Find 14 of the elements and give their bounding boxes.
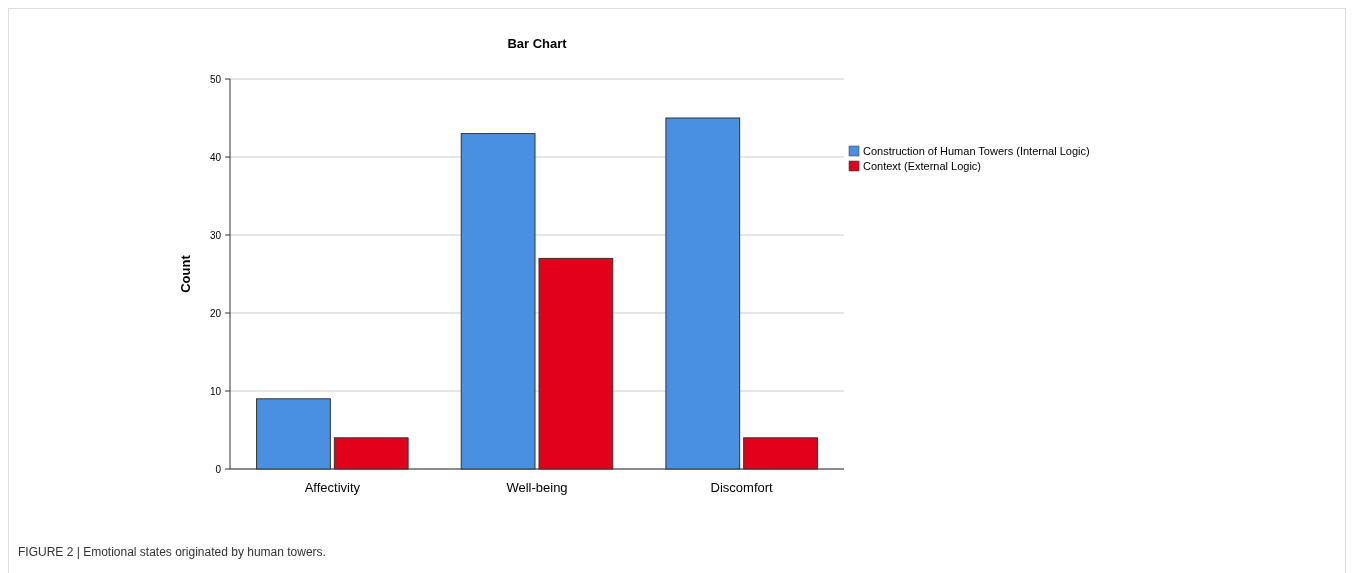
legend-label: Context (External Logic) (863, 159, 981, 172)
y-tick-label: 20 (209, 307, 222, 319)
y-tick-label: 50 (209, 73, 222, 85)
y-tick-label: 30 (209, 229, 222, 241)
legend-label: Construction of Human Towers (Internal Logic) (863, 144, 1090, 157)
caption: FIGURE 2 | Emotional states originated by human towers. (18, 545, 326, 559)
y-axis-title: Count (178, 254, 193, 293)
y-tick-label: 10 (209, 385, 222, 397)
x-tick-label: Affectivity (304, 480, 361, 495)
y-tick-label: 0 (215, 463, 222, 475)
y-tick-label: 40 (209, 151, 222, 163)
x-tick-label: Discomfort (710, 480, 774, 495)
chart-title: Bar Chart (507, 36, 568, 51)
x-tick-label: Well-being (506, 480, 568, 495)
